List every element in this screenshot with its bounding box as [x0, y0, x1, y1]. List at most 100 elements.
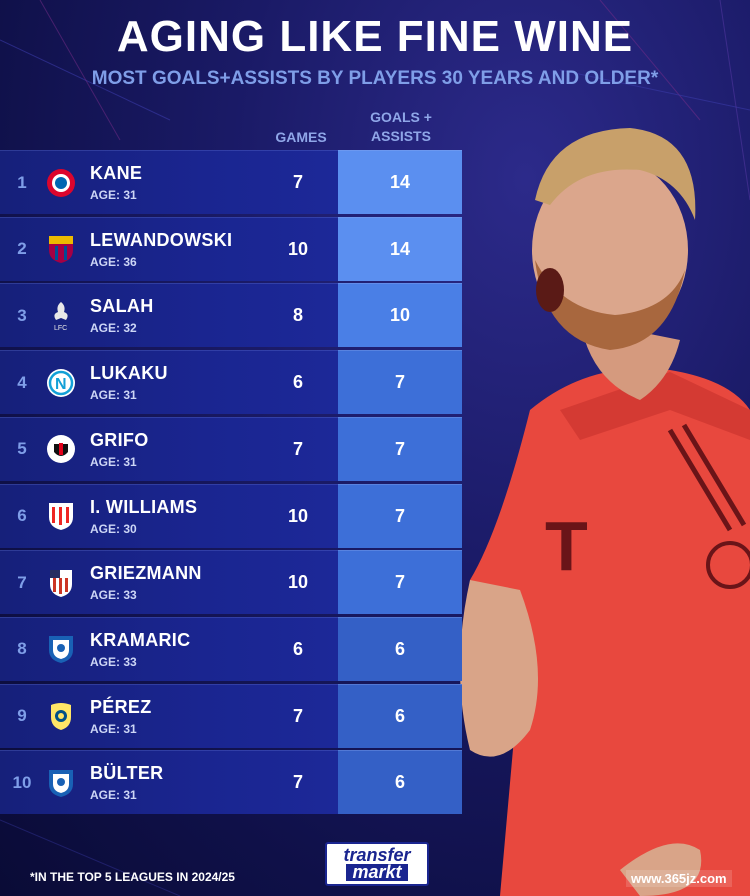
goals-assists-value: 7	[338, 416, 462, 481]
table-row: 3 LFC SALAH AGE: 32 8 10	[0, 283, 462, 349]
table-row: 2 LEWANDOWSKI AGE: 36 10 14	[0, 216, 462, 283]
player-age: AGE: 31	[90, 454, 137, 469]
player-cell: 10 BÜLTER AGE: 31 7	[0, 750, 338, 815]
goals-assists-value: 10	[338, 283, 462, 348]
games-value: 10	[287, 572, 309, 593]
brand-line1: transfer	[343, 845, 411, 865]
brand-line2: markt	[346, 863, 408, 881]
games-column-header: GAMES	[275, 129, 327, 145]
freiburg-crest-icon	[44, 432, 78, 466]
player-info: GRIEZMANN AGE: 33	[90, 563, 258, 602]
table-row: 9 PÉREZ AGE: 31 7 6	[0, 683, 462, 750]
rank-number: 5	[17, 439, 27, 459]
table-row: 1 KANE AGE: 31 7 14	[0, 150, 462, 216]
player-info: GRIFO AGE: 31	[90, 430, 258, 469]
table-row: 5 GRIFO AGE: 31 7 7	[0, 416, 462, 483]
napoli-crest-icon: N	[44, 366, 78, 400]
rank-number: 6	[17, 506, 27, 525]
player-name: I. WILLIAMS	[90, 496, 198, 517]
goals-assists-value: 7	[338, 483, 462, 548]
player-name: KRAMARIC	[90, 629, 191, 650]
games-value: 7	[292, 172, 303, 192]
rank-number: 8	[17, 639, 27, 659]
games-value: 10	[287, 505, 309, 526]
games-value: 7	[292, 438, 303, 459]
table-row: 6 I. WILLIAMS AGE: 30 10 7	[0, 483, 462, 550]
rank-number: 7	[17, 572, 27, 592]
goals-assists-value: 6	[338, 616, 462, 681]
player-name: LEWANDOWSKI	[90, 229, 233, 250]
player-age: AGE: 31	[90, 721, 137, 736]
rank-number: 3	[17, 305, 27, 325]
games-value: 7	[292, 772, 303, 793]
hoffenheim-crest-icon	[44, 632, 78, 666]
player-name: PÉREZ	[90, 696, 152, 717]
player-info: KANE AGE: 31	[90, 163, 258, 202]
player-info: KRAMARIC AGE: 33	[90, 630, 258, 669]
player-cell: 8 KRAMARIC AGE: 33 6	[0, 616, 338, 681]
barcelona-crest-icon	[44, 232, 78, 266]
player-name: BÜLTER	[90, 763, 164, 784]
player-info: LUKAKU AGE: 31	[90, 363, 258, 402]
player-age: AGE: 36	[90, 254, 137, 269]
player-info: LEWANDOWSKI AGE: 36	[90, 230, 258, 269]
player-info: BÜLTER AGE: 31	[90, 763, 258, 802]
player-name: SALAH	[90, 296, 154, 317]
player-name: GRIFO	[90, 429, 149, 450]
hoffenheim-crest-icon	[44, 766, 78, 800]
player-name: GRIEZMANN	[90, 563, 202, 584]
goals-assists-value: 7	[338, 550, 462, 615]
page-subtitle: MOST GOALS+ASSISTS BY PLAYERS 30 YEARS A…	[91, 68, 659, 89]
player-age: AGE: 33	[90, 654, 137, 669]
goals-assists-value: 6	[338, 750, 462, 815]
player-cell: 6 I. WILLIAMS AGE: 30 10	[0, 483, 338, 548]
player-age: AGE: 31	[90, 788, 137, 803]
player-age: AGE: 33	[90, 588, 137, 603]
athletic-bilbao-crest-icon	[44, 499, 78, 533]
player-age: AGE: 31	[90, 388, 137, 403]
player-info: I. WILLIAMS AGE: 30	[90, 497, 258, 536]
rank-number: 10	[12, 772, 32, 792]
rank-number: 4	[17, 372, 27, 392]
player-cell: 9 PÉREZ AGE: 31 7	[0, 683, 338, 748]
player-info: SALAH AGE: 32	[90, 296, 258, 335]
goals-assists-header-line1: GOALS +	[370, 109, 432, 125]
player-cell: 1 KANE AGE: 31 7	[0, 150, 338, 214]
player-info: PÉREZ AGE: 31	[90, 697, 258, 736]
goals-assists-value: 6	[338, 683, 462, 748]
liverpool-crest-icon: LFC	[44, 299, 78, 333]
games-value: 7	[292, 705, 303, 726]
games-value: 6	[292, 372, 303, 393]
player-name: KANE	[90, 163, 143, 183]
table-row: 4 N LUKAKU AGE: 31 6 7	[0, 350, 462, 416]
footnote: *IN THE TOP 5 LEAGUES IN 2024/25	[30, 870, 235, 884]
rank-number: 1	[17, 172, 27, 192]
player-age: AGE: 32	[90, 321, 137, 336]
player-photo: T	[460, 128, 750, 896]
table-row: 8 KRAMARIC AGE: 33 6 6	[0, 616, 462, 683]
player-age: AGE: 30	[90, 521, 137, 536]
page-title: AGING LIKE FINE WINE	[116, 12, 634, 61]
player-cell: 2 LEWANDOWSKI AGE: 36 10	[0, 216, 338, 281]
watermark: www.365jz.com	[626, 870, 732, 887]
atletico-madrid-crest-icon	[44, 566, 78, 600]
bayern-crest-icon	[44, 166, 78, 200]
svg-text:N: N	[55, 376, 67, 393]
svg-text:T: T	[545, 507, 588, 585]
player-cell: 7 GRIEZMANN AGE: 33 10	[0, 550, 338, 615]
player-age: AGE: 31	[90, 188, 137, 202]
player-cell: 5 GRIFO AGE: 31 7	[0, 416, 338, 481]
games-value: 6	[292, 638, 303, 659]
goals-assists-value: 7	[338, 350, 462, 415]
table-row: 7 GRIEZMANN AGE: 33 10 7	[0, 550, 462, 616]
svg-text:LFC: LFC	[54, 325, 67, 332]
player-name: LUKAKU	[90, 363, 168, 384]
goals-assists-value: 14	[338, 216, 462, 281]
games-value: 8	[292, 305, 303, 326]
rank-number: 9	[17, 706, 27, 726]
player-cell: 3 LFC SALAH AGE: 32 8	[0, 283, 338, 348]
rank-number: 2	[17, 239, 27, 259]
transfermarkt-logo: transfer markt	[325, 842, 429, 886]
goals-assists-value: 14	[338, 150, 462, 214]
table-row: 10 BÜLTER AGE: 31 7 6	[0, 750, 462, 816]
